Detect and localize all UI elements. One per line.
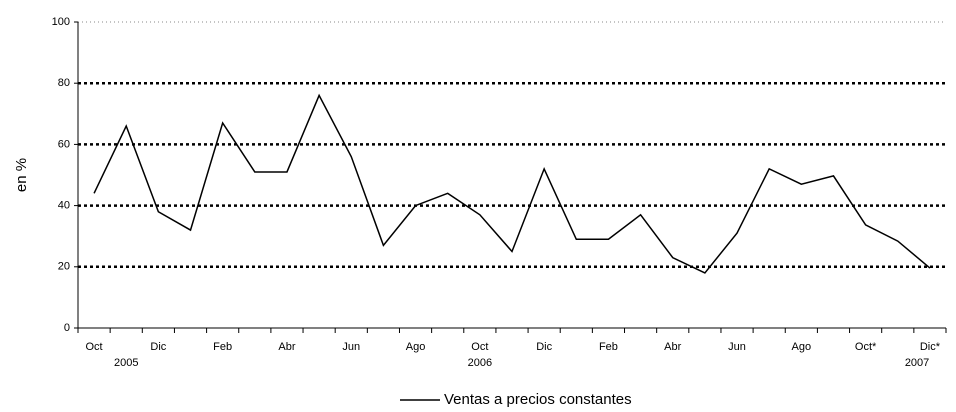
year-label: 2006 <box>468 357 492 369</box>
x-tick-label: Oct <box>471 341 488 353</box>
x-tick-label: Oct <box>86 341 103 353</box>
year-label: 2007 <box>905 357 929 369</box>
x-tick-label: Jun <box>728 341 746 353</box>
year-label: 2005 <box>114 357 138 369</box>
y-tick-label: 80 <box>58 77 70 89</box>
x-tick-label: Oct* <box>855 341 877 353</box>
y-axis-label: en % <box>13 158 30 192</box>
y-tick-label: 60 <box>58 138 70 150</box>
x-tick-label: Ago <box>792 341 812 353</box>
y-tick-label: 0 <box>64 322 70 334</box>
x-tick-label: Feb <box>213 341 232 353</box>
y-tick-label: 20 <box>58 261 70 273</box>
x-tick-label: Jun <box>342 341 360 353</box>
x-tick-label: Ago <box>406 341 426 353</box>
y-tick-label: 100 <box>52 16 70 28</box>
x-tick-label: Abr <box>664 341 681 353</box>
x-tick-label: Abr <box>278 341 295 353</box>
legend-label: Ventas a precios constantes <box>444 391 632 408</box>
x-tick-label: Feb <box>599 341 618 353</box>
line <box>93 93 931 274</box>
x-tick-label: Dic <box>150 341 166 353</box>
x-tick-label: Dic* <box>920 341 941 353</box>
x-tick-label: Dic <box>536 341 552 353</box>
y-tick-label: 40 <box>58 200 70 212</box>
